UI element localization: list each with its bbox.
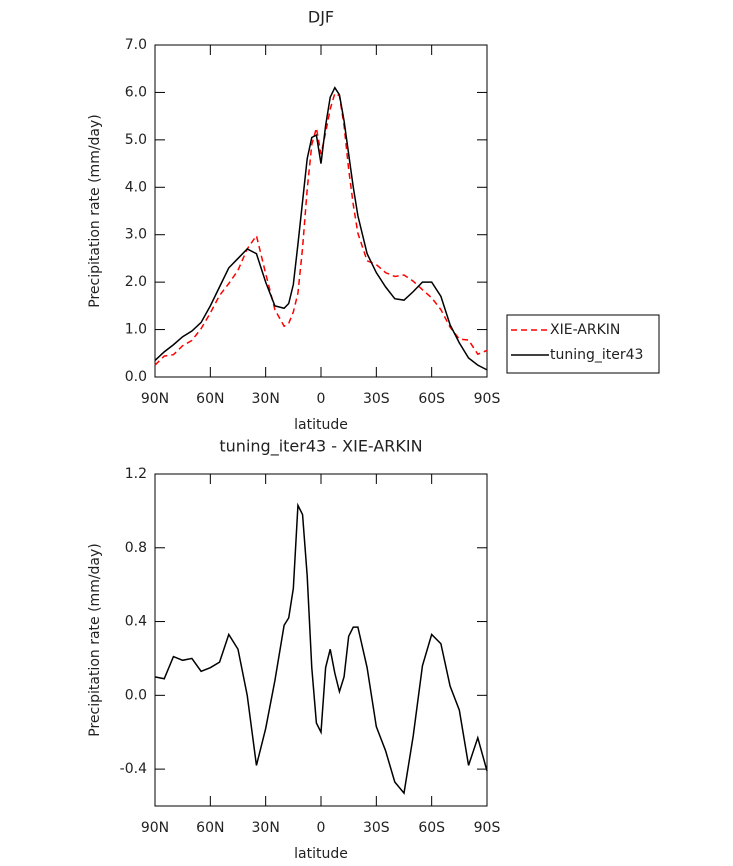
x-axis-title: latitude [294,846,348,862]
legend-box [506,314,660,374]
chart-title: DJF [308,8,334,27]
data-line [154,92,488,366]
y-axis-title: Precipitation rate (mm/day) [87,114,103,308]
data-line [154,502,488,795]
y-tick-label: 2.0 [125,274,147,290]
x-tick-label: 90N [141,820,169,836]
x-axis-title: latitude [294,417,348,433]
x-tick-label: 30N [252,820,280,836]
x-tick-label: 90S [474,391,501,407]
x-tick-label: 60N [196,820,224,836]
y-tick-label: 4.0 [125,179,147,195]
y-axis-title: Precipitation rate (mm/day) [87,543,103,737]
y-tick-label: 6.0 [125,84,147,100]
y-tick-label: 0.0 [125,369,147,385]
y-tick-label: 1.0 [125,322,147,338]
y-tick-label: 0.0 [125,687,147,703]
y-tick-label: 7.0 [125,37,147,53]
x-tick-label: 30S [363,391,390,407]
x-tick-label: 90N [141,391,169,407]
y-tick-label: 1.2 [125,466,147,482]
data-line [154,86,488,371]
y-tick-label: 0.4 [125,614,147,630]
y-tick-label: 3.0 [125,227,147,243]
legend-label: XIE-ARKIN [550,322,620,338]
x-tick-label: 90S [474,820,501,836]
x-tick-label: 30S [363,820,390,836]
x-tick-label: 0 [317,391,326,407]
x-tick-label: 60S [418,391,445,407]
x-tick-label: 30N [252,391,280,407]
y-tick-label: 5.0 [125,132,147,148]
chart-title: tuning_iter43 - XIE-ARKIN [219,437,422,457]
x-tick-label: 0 [317,820,326,836]
x-tick-label: 60N [196,391,224,407]
legend-label: tuning_iter43 [550,347,643,363]
y-tick-label: -0.4 [120,761,147,777]
y-tick-label: 0.8 [125,540,147,556]
plot-frame [154,44,488,378]
x-tick-label: 60S [418,820,445,836]
